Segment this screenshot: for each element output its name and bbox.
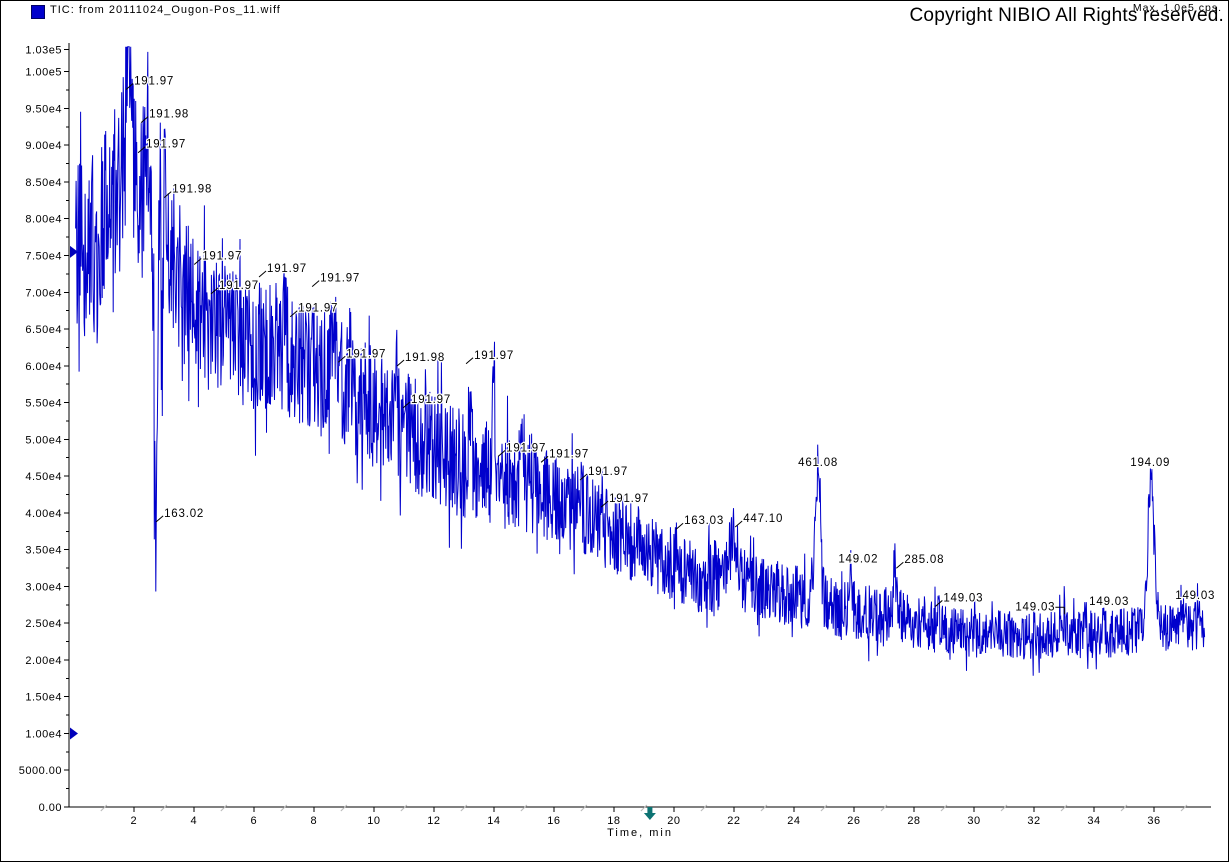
x-tick-label: 30 bbox=[967, 815, 980, 827]
y-tick-label: 4.00e4 bbox=[25, 508, 62, 520]
y-tick-label: 9.50e4 bbox=[25, 103, 62, 115]
peak-label: 191.97 bbox=[549, 448, 589, 460]
x-tick-label: 32 bbox=[1027, 815, 1040, 827]
x-tick-label: 18 bbox=[607, 815, 620, 827]
x-axis-title: Time, min bbox=[607, 827, 673, 839]
x-tick-label: 14 bbox=[487, 815, 500, 827]
peak-label: 194.09 bbox=[1130, 457, 1170, 469]
y-axis-ticks: 1.03e5 1.00e5 9.50e4 9.00e4 8.50e4 8.00e4 7.50… bbox=[19, 45, 69, 814]
y-tick-label: 9.00e4 bbox=[25, 140, 62, 152]
y-tick-label: 5.50e4 bbox=[25, 398, 62, 410]
peak-label: 285.08 bbox=[904, 554, 944, 566]
y-tick-label: 1.03e5 bbox=[25, 45, 62, 57]
trace-start-markers bbox=[70, 245, 78, 740]
peak-label: 191.97 bbox=[267, 263, 307, 275]
peak-label: 191.97 bbox=[219, 280, 259, 292]
peak-label: 191.98 bbox=[172, 184, 212, 196]
y-tick-label: 1.00e4 bbox=[25, 728, 62, 740]
peak-label: 191.97 bbox=[411, 394, 451, 406]
y-tick-label: 8.00e4 bbox=[25, 214, 62, 226]
x-tick-label: 20 bbox=[667, 815, 680, 827]
peak-label: 191.97 bbox=[134, 76, 174, 88]
axes bbox=[68, 43, 1211, 808]
y-tick-label: 0.00 bbox=[39, 802, 62, 814]
peak-label: 149.03 bbox=[943, 592, 983, 604]
peak-label: 191.97 bbox=[298, 303, 338, 315]
x-tick-label: 16 bbox=[547, 815, 560, 827]
peak-label: 191.97 bbox=[146, 139, 186, 151]
max-intensity-label: Max. 1.0e5 cps. bbox=[1132, 2, 1222, 14]
y-tick-label: 6.50e4 bbox=[25, 324, 62, 336]
x-tick-label: 10 bbox=[367, 815, 380, 827]
y-tick-label: 1.00e5 bbox=[25, 67, 62, 79]
peak-label: 461.08 bbox=[798, 457, 838, 469]
time-cursor-icon bbox=[643, 807, 656, 820]
y-tick-label: 6.00e4 bbox=[25, 361, 62, 373]
peak-label: 447.10 bbox=[743, 513, 783, 525]
y-tick-label: 2.50e4 bbox=[25, 618, 62, 630]
peak-label: 149.03 bbox=[1175, 590, 1215, 602]
axis-marker-icon bbox=[70, 727, 78, 740]
y-tick-label: 1.50e4 bbox=[25, 692, 62, 704]
peak-label: 149.03 bbox=[1089, 596, 1129, 608]
peak-label: 191.97 bbox=[346, 348, 386, 360]
x-tick-label: 26 bbox=[847, 815, 860, 827]
peak-label: 163.03 bbox=[684, 515, 724, 527]
x-tick-label: 12 bbox=[427, 815, 440, 827]
axis-marker-icon bbox=[70, 245, 78, 258]
y-tick-label: 8.50e4 bbox=[25, 177, 62, 189]
x-tick-label: 8 bbox=[311, 815, 318, 827]
copyright-text: Copyright NIBIO All Rights reserved. bbox=[909, 5, 1224, 26]
peak-label: 191.97 bbox=[609, 493, 649, 505]
y-tick-label: 3.00e4 bbox=[25, 581, 62, 593]
peak-label: 191.97 bbox=[506, 442, 546, 454]
y-tick-label: 5.00e4 bbox=[25, 434, 62, 446]
peak-label: 149.02 bbox=[838, 553, 878, 565]
pane-title: TIC: from 20111024_Ougon-Pos_11.wiff bbox=[50, 4, 281, 16]
peak-label: 163.02 bbox=[164, 508, 204, 520]
y-tick-label: 3.50e4 bbox=[25, 545, 62, 557]
peak-annotations: 191.97191.98191.97191.98191.97191.97191.… bbox=[125, 74, 1216, 615]
x-tick-label: 6 bbox=[251, 815, 258, 827]
peak-label: 191.97 bbox=[202, 251, 242, 263]
x-tick-label: 34 bbox=[1087, 815, 1100, 827]
peak-label: 149.03 bbox=[1015, 601, 1055, 613]
y-tick-label: 7.00e4 bbox=[25, 287, 62, 299]
peak-label: 191.98 bbox=[149, 109, 189, 121]
trace-legend-swatch[interactable] bbox=[31, 5, 45, 19]
x-tick-label: 28 bbox=[907, 815, 920, 827]
x-tick-label: 4 bbox=[191, 815, 198, 827]
peak-label: 191.97 bbox=[474, 350, 514, 362]
peak-label: 191.98 bbox=[405, 352, 445, 364]
peak-label: 191.97 bbox=[320, 273, 360, 285]
x-tick-label: 2 bbox=[130, 815, 137, 827]
y-tick-label: 2.00e4 bbox=[25, 655, 62, 667]
y-tick-label: 7.50e4 bbox=[25, 251, 62, 263]
y-tick-label: 5000.00 bbox=[19, 765, 62, 777]
peak-label: 191.97 bbox=[588, 466, 628, 478]
tic-trace bbox=[75, 46, 1206, 676]
x-tick-label: 22 bbox=[727, 815, 740, 827]
x-tick-label: 24 bbox=[787, 815, 800, 827]
x-tick-label: 36 bbox=[1147, 815, 1160, 827]
y-tick-label: 4.50e4 bbox=[25, 471, 62, 483]
